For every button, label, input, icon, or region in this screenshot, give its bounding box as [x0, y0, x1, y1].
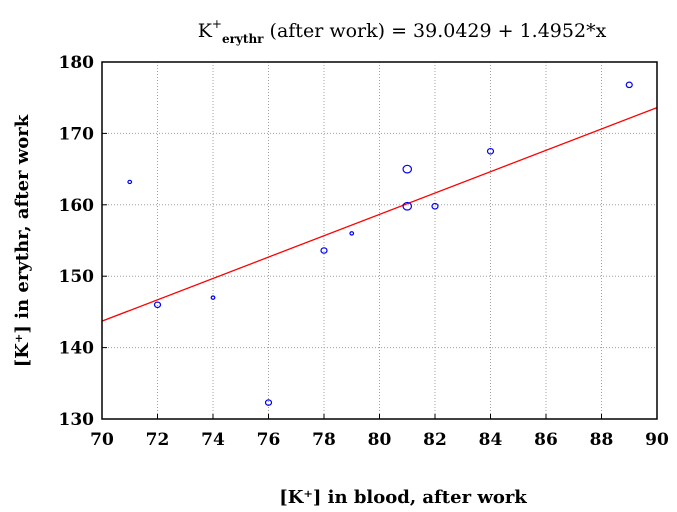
x-tick-label: 76 — [257, 430, 281, 450]
chart-title-sup: + — [212, 17, 222, 31]
y-tick-label: 150 — [59, 267, 95, 287]
y-axis-label: [K⁺] in erythr, after work — [12, 114, 33, 367]
x-tick-label: 90 — [645, 430, 669, 450]
chart-title: K+erythr (after work) = 39.0429 + 1.4952… — [198, 17, 607, 46]
y-tick-label: 180 — [59, 53, 95, 73]
x-tick-label: 72 — [146, 430, 170, 450]
y-tick-label: 160 — [59, 196, 95, 216]
points-layer — [127, 81, 633, 406]
x-tick-label: 82 — [423, 430, 447, 450]
x-axis-label: [K⁺] in blood, after work — [279, 487, 527, 508]
grid — [102, 62, 657, 419]
tick-layer: 70 72 74 76 78 80 82 84 86 88 90 130 140 150 160 170 180 — [59, 53, 669, 450]
chart-title-main: K — [198, 20, 213, 42]
y-tick-label: 170 — [59, 124, 95, 144]
data-point — [320, 247, 328, 254]
regression-layer — [101, 107, 658, 322]
data-point — [210, 295, 216, 300]
data-point — [349, 231, 355, 236]
x-tick-label: 74 — [201, 430, 225, 450]
x-tick-label: 86 — [534, 430, 558, 450]
data-point — [402, 164, 413, 174]
data-point — [486, 147, 495, 155]
x-tick-label: 80 — [368, 430, 392, 450]
data-point — [264, 399, 273, 406]
x-tick-label: 78 — [312, 430, 336, 450]
data-point — [431, 202, 439, 210]
x-tick-label: 84 — [479, 430, 503, 450]
x-tick-label: 88 — [590, 430, 614, 450]
data-point — [625, 81, 633, 89]
data-point — [127, 179, 133, 185]
chart-title-rest: (after work) = 39.0429 + 1.4952*x — [264, 20, 607, 42]
data-point — [402, 201, 413, 211]
data-point — [153, 301, 162, 309]
x-tick-label: 70 — [90, 430, 114, 450]
y-tick-label: 140 — [59, 339, 95, 359]
y-tick-label: 130 — [59, 410, 95, 430]
chart-title-sub: erythr — [222, 32, 264, 46]
regression-line — [101, 107, 658, 322]
